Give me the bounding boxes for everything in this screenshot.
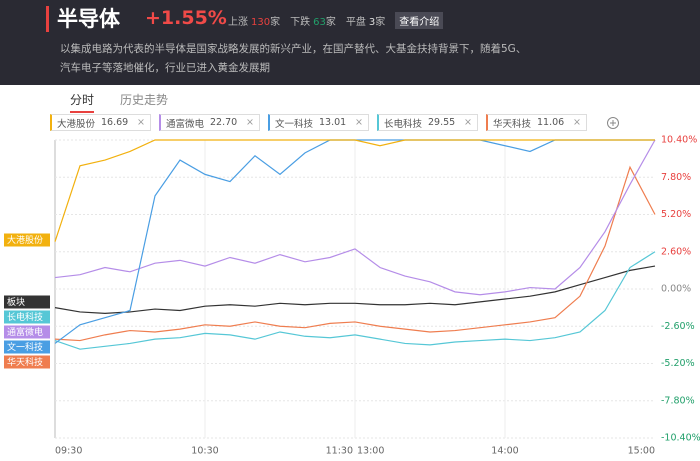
series-tag-label: 通富微电 [7,326,43,338]
legend-item[interactable]: 文一科技 13.01 × [268,114,369,131]
series-line [54,251,656,350]
header: 半导体 +1.55% 上涨 130家 下跌 63家 平盘 3家 查看介绍 以集成电路为代表的… [0,0,700,85]
x-tick-label: 15:00 [628,446,655,457]
stat-count: 3 [368,17,376,28]
legend-item[interactable]: 长电科技 29.55 × [377,114,478,131]
legend-close[interactable]: × [464,117,472,128]
legend-name: 通富微电 [166,118,205,130]
legend-price: 22.70 [210,117,238,128]
legend-price: 11.06 [537,117,565,128]
series-tag-label: 长电科技 [7,311,43,323]
tab[interactable]: 分时 [70,91,95,113]
stat-unit: 家 [325,17,336,28]
series-tag [4,325,50,339]
y-tick-label: -2.60% [661,321,695,332]
legend-name: 文一科技 [275,118,314,130]
series-line [54,139,656,296]
legend-item[interactable]: 大港股份 16.69 × [50,114,151,131]
series-tag [4,355,50,369]
add-icon-plus [610,120,616,126]
change: +1.55% [145,7,227,29]
y-tick-label: -5.20% [661,358,695,369]
legend-name: 华天科技 [493,118,532,130]
x-tick-label: 11:30 [326,446,353,457]
y-tick-label: 2.60% [661,246,691,257]
title: 半导体 [46,6,120,32]
x-tick-label: 10:30 [191,446,218,457]
legend-name: 大港股份 [57,118,96,130]
tab[interactable]: 历史走势 [120,93,169,107]
stat-label: 平盘 [345,17,366,28]
legend-close[interactable]: × [355,117,363,128]
stat: 上涨 130家 [228,13,280,28]
legend-item[interactable]: 通富微电 22.70 × [159,114,260,131]
series-tag [4,340,50,354]
series-line [54,265,656,314]
x-tick-label: 13:00 [357,446,384,457]
y-tick-label: 7.80% [661,172,691,183]
series-tag-label: 板块 [7,296,25,308]
stat-count: 63 [313,17,326,28]
y-tick-label: 10.40% [661,135,697,146]
series-tag-label: 大港股份 [7,234,43,246]
stat-label: 下跌 [290,17,311,28]
legend-item[interactable]: 华天科技 11.06 × [486,114,587,131]
series-tag-label: 文一科技 [7,341,43,353]
x-tick-label: 09:30 [55,446,82,457]
series-line [54,139,655,242]
y-tick-label: 5.20% [661,209,691,220]
stat-unit: 家 [375,17,386,28]
legend-price: 29.55 [428,117,456,128]
tabs: 分时 历史走势 [70,91,168,113]
x-tick-label: 14:00 [491,446,518,457]
series-line [54,165,656,342]
stats: 上涨 130家 下跌 63家 平盘 3家 查看介绍 [228,12,444,29]
series-tag-label: 华天科技 [7,356,43,368]
stat: 平盘 3家 [346,13,385,28]
stat-unit: 家 [270,17,281,28]
legend-price: 16.69 [101,117,129,128]
stat: 下跌 63家 [290,13,336,28]
series-tag [4,310,50,324]
y-tick-label: 0.00% [661,284,691,295]
legend-close[interactable]: × [137,117,145,128]
series-tag [4,295,50,309]
intro-button[interactable]: 查看介绍 [395,12,444,29]
series-tag [4,233,50,247]
legend-close[interactable]: × [573,117,581,128]
y-tick-label: -10.40% [661,433,700,444]
stat-count: 130 [251,17,271,28]
legend-close[interactable]: × [246,117,254,128]
legend-name: 长电科技 [384,118,423,130]
stat-label: 上涨 [228,17,248,28]
y-tick-label: -7.80% [661,395,695,406]
description: 以集成电路为代表的半导体是国家战略发展的新兴产业，在国产替代、大基金扶持背景下，… [60,43,527,74]
add-icon[interactable] [607,117,619,129]
legend: 大港股份 16.69 × 通富微电 22.70 × 文一科技 13.01 × 长电科技 29.55 ×… [50,114,587,131]
legend-price: 13.01 [319,117,347,128]
